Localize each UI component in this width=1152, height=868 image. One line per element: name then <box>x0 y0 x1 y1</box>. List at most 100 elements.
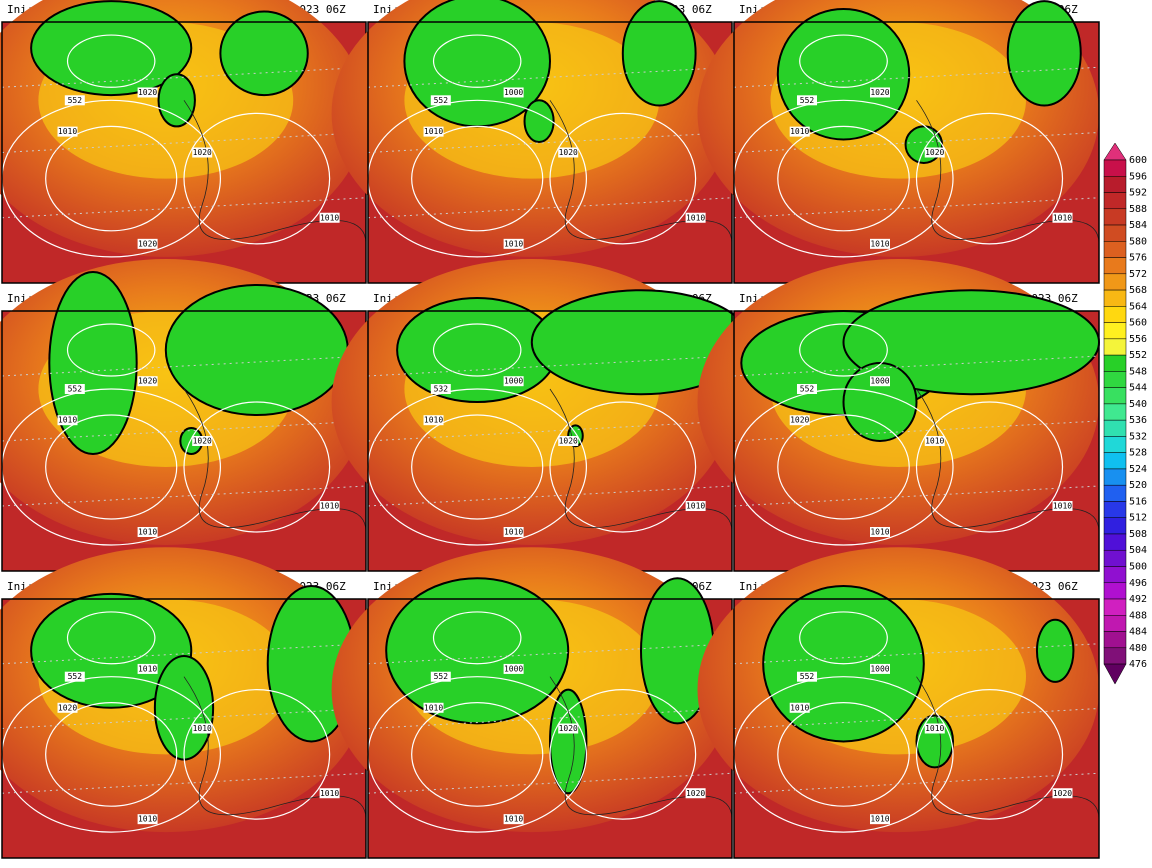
contour-label-bg <box>137 87 158 98</box>
colorbar-box <box>1103 419 1127 437</box>
trough-area <box>48 271 138 455</box>
map-panel: 552 1000 1010 1010 1020 1010 <box>697 547 1100 859</box>
contour-label: 1000 <box>870 664 889 673</box>
contour-label-bg <box>1052 212 1073 223</box>
colorbar-box <box>1103 517 1127 535</box>
contour-label-bg <box>1052 788 1073 799</box>
trough-area <box>157 73 196 128</box>
colorbar-label: 580 <box>1129 236 1147 247</box>
graticule <box>1 197 367 219</box>
contour-label-bg <box>57 415 78 426</box>
colorbar-box <box>1103 224 1127 242</box>
trough-area <box>1035 618 1075 683</box>
colorbar-box <box>1103 403 1127 421</box>
contour-label: 1010 <box>424 127 443 136</box>
trough-area <box>153 654 215 761</box>
contour-label-bg <box>503 238 524 249</box>
contour-label: 1010 <box>58 416 77 425</box>
trough-area <box>776 7 911 141</box>
colorbar-label: 492 <box>1129 594 1147 605</box>
contour-label-bg <box>192 147 213 158</box>
contour-label: 1010 <box>504 815 523 824</box>
contour-label: 1020 <box>790 416 809 425</box>
contour-label: 1010 <box>925 724 944 733</box>
colorbar-box <box>1103 192 1127 210</box>
trough-area <box>549 688 588 795</box>
contour-label-bg <box>685 501 706 511</box>
isobar <box>183 401 331 533</box>
colorbar-box <box>1103 306 1127 323</box>
contour-label-bg <box>137 376 158 387</box>
trough-area <box>385 577 570 725</box>
contour-label-bg <box>685 788 706 799</box>
colorbar-label: 508 <box>1129 529 1147 540</box>
contour-label: 1010 <box>424 703 443 712</box>
contour-label-bg <box>870 527 890 537</box>
trough-area <box>842 362 918 442</box>
contour-label: 1020 <box>870 88 889 97</box>
colorbar-box <box>1103 436 1127 453</box>
contour-label-bg <box>423 415 444 426</box>
contour-label-bg <box>64 384 85 394</box>
contour-label: 1020 <box>138 377 157 386</box>
graticule <box>1 420 367 442</box>
contour-label-bg <box>870 238 890 249</box>
contour-label-bg <box>423 126 444 137</box>
map-panel: 552 1000 1010 1020 1010 1010 <box>331 0 733 284</box>
colorbar-box <box>1103 208 1127 226</box>
colorbar-label: 512 <box>1129 513 1147 524</box>
map-panel: 552 1010 1020 1010 1010 1010 <box>0 547 367 859</box>
map-panel: 552 1020 1010 1020 1010 1020 <box>0 0 367 284</box>
contour-label-bg <box>789 126 810 137</box>
graticule <box>367 772 733 794</box>
contour-label: 532 <box>434 385 449 394</box>
isobar <box>183 689 331 820</box>
contour-label-bg <box>870 663 890 674</box>
contour-label: 1020 <box>193 148 212 157</box>
colorbar-box <box>1103 533 1127 551</box>
contour-label: 1020 <box>559 148 578 157</box>
colorbar-box <box>1103 501 1127 518</box>
isobar <box>66 611 156 665</box>
contour-label: 1010 <box>870 239 889 248</box>
contour-label: 1010 <box>790 703 809 712</box>
graticule <box>733 197 1100 219</box>
colorbar-label: 524 <box>1129 464 1147 475</box>
colorbar-box <box>1103 159 1127 177</box>
isobar <box>915 401 1064 533</box>
contour-label: 552 <box>800 385 815 394</box>
colorbar-box <box>1103 582 1127 600</box>
graticule <box>733 132 1100 153</box>
trough-area <box>1006 0 1082 107</box>
contour-label-bg <box>797 384 817 394</box>
contour-label: 1010 <box>320 789 339 798</box>
contour-label: 1010 <box>138 815 157 824</box>
colorbar-label: 484 <box>1129 627 1147 638</box>
contour-label: 1010 <box>504 239 523 248</box>
contour-label: 1010 <box>1053 502 1072 511</box>
contour-label: 1010 <box>1053 213 1072 222</box>
contour-label-bg <box>870 814 890 825</box>
isobar <box>799 34 888 88</box>
colorbar-label: 516 <box>1129 496 1147 507</box>
contour-label-bg <box>430 384 451 394</box>
colorbar-label: 588 <box>1129 204 1147 215</box>
isobar <box>799 323 888 377</box>
isobar <box>45 125 178 232</box>
isobar <box>183 112 331 245</box>
contour-label-bg <box>558 723 579 734</box>
contour-label: 1010 <box>686 502 705 511</box>
colorbar-box <box>1103 387 1127 405</box>
colorbar-label: 572 <box>1129 269 1147 280</box>
contour-label: 1000 <box>870 377 889 386</box>
colorbar-box <box>1103 289 1127 307</box>
contour-label: 1000 <box>504 377 523 386</box>
colorbar-label: 596 <box>1129 171 1147 182</box>
graticule <box>367 708 733 729</box>
contour-label: 552 <box>434 96 449 105</box>
contour-label-bg <box>1052 501 1073 511</box>
graticule <box>733 355 1100 377</box>
colorbar-label: 544 <box>1129 383 1147 394</box>
contour-label-bg <box>319 501 340 511</box>
colorbar-box <box>1103 549 1127 567</box>
